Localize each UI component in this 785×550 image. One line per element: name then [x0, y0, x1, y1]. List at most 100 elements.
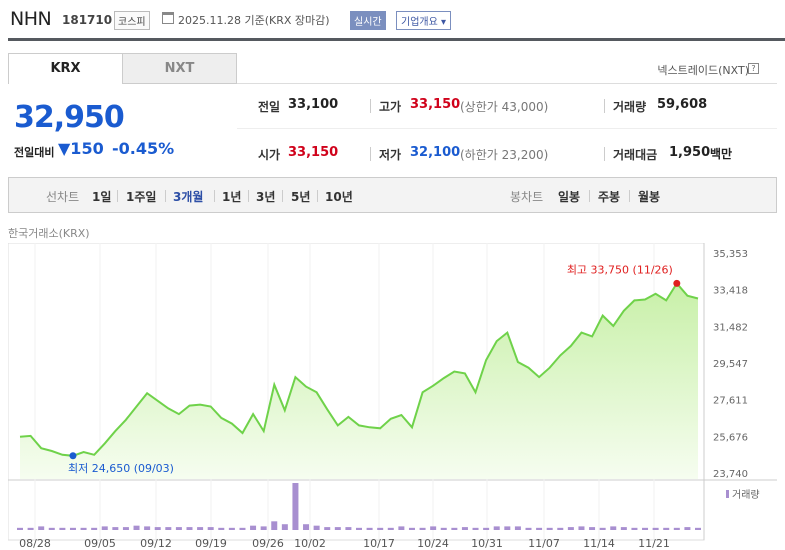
volume-bar — [17, 527, 23, 530]
volume-label: 거래량 — [613, 100, 647, 114]
volume-bar — [38, 526, 45, 530]
stock-code: 181710 — [62, 13, 113, 27]
help-icon[interactable]: ? — [748, 63, 759, 74]
y-tick-label: 25,676 — [713, 432, 748, 443]
volume-bar — [239, 527, 246, 530]
volume-bar — [451, 527, 458, 530]
period-3y[interactable]: 3년 — [256, 190, 276, 204]
y-tick-label: 35,353 — [713, 249, 748, 260]
volume-bar — [493, 526, 500, 530]
prev-close-label: 전일 — [258, 100, 281, 114]
calendar-icon — [162, 12, 174, 24]
volume-bar — [334, 527, 341, 530]
volume-bar — [271, 521, 278, 530]
divider — [589, 190, 590, 202]
volume-bar — [218, 527, 225, 530]
quote-row-divider — [237, 128, 777, 129]
x-tick-label: 10/31 — [471, 537, 503, 550]
volume-bar — [387, 527, 394, 530]
volume-bar — [673, 527, 680, 530]
volume-bar — [303, 524, 310, 530]
volume-bar — [525, 527, 532, 530]
nxt-link[interactable]: 넥스트레이드(NXT) — [657, 64, 749, 77]
volume-bar — [313, 525, 320, 530]
exchange-label: 한국거래소(KRX) — [8, 227, 90, 240]
high-marker — [673, 279, 681, 287]
divider — [370, 99, 371, 113]
volume-bar — [366, 527, 373, 530]
x-tick-label: 09/05 — [84, 537, 116, 550]
volume-bar — [175, 527, 182, 530]
low-value: 32,100 — [410, 145, 461, 160]
volume-bar — [154, 527, 161, 530]
volume-bar — [610, 526, 617, 530]
divider — [117, 190, 118, 202]
x-tick-label: 09/12 — [140, 537, 172, 550]
low-marker — [69, 452, 77, 460]
volume-bar — [91, 527, 98, 530]
low-label: 저가 — [379, 148, 402, 162]
tab-krx[interactable]: KRX — [8, 53, 123, 84]
date-text: 2025.11.28 기준(KRX 장마감) — [178, 14, 330, 27]
y-tick-label: 29,547 — [713, 359, 748, 370]
current-price: 32,950 — [14, 100, 125, 135]
x-tick-label: 11/14 — [583, 537, 615, 550]
volume-bar — [652, 527, 659, 530]
header-divider — [8, 38, 785, 41]
volume-bar — [684, 527, 691, 530]
volume-bar — [133, 525, 140, 530]
period-1w[interactable]: 1주일 — [126, 190, 157, 204]
volume-bar — [27, 527, 34, 530]
x-tick-label: 11/21 — [638, 537, 670, 550]
volume-bar — [408, 527, 415, 530]
candle-daily[interactable]: 일봉 — [558, 190, 581, 204]
volume-bar — [663, 527, 670, 530]
candle-monthly[interactable]: 월봉 — [638, 190, 661, 204]
volume-bar — [398, 526, 405, 530]
volume-bar — [112, 527, 119, 530]
volume-legend: 거래량 — [732, 489, 760, 501]
volume-bar — [250, 525, 257, 530]
volume-bar — [631, 527, 638, 530]
live-button[interactable]: 실시간 — [350, 11, 386, 30]
volume-bar — [546, 527, 553, 530]
volume-bar — [695, 527, 701, 530]
volume-bar — [472, 527, 479, 530]
volume-bar — [483, 527, 490, 530]
period-1d[interactable]: 1일 — [92, 190, 112, 204]
volume-bar — [461, 527, 468, 530]
divider — [604, 147, 605, 161]
divider — [214, 190, 215, 202]
amount-label: 거래대금 — [613, 148, 658, 162]
corp-overview-button[interactable]: 기업개요 ▾ — [396, 11, 451, 30]
divider — [370, 147, 371, 161]
x-tick-label: 10/02 — [294, 537, 326, 550]
volume-bar — [345, 527, 352, 530]
volume-bar — [59, 527, 66, 530]
volume-bar — [642, 527, 649, 530]
open-label: 시가 — [258, 148, 281, 162]
period-5y[interactable]: 5년 — [291, 190, 311, 204]
volume-bar — [377, 527, 384, 530]
line-chart-label: 선차트 — [46, 190, 80, 204]
volume-bar — [260, 526, 267, 530]
volume-bar — [589, 527, 596, 530]
price-chart[interactable]: 35,353 33,418 31,482 29,547 27,611 25,676 23,7… — [8, 243, 777, 550]
volume-bar — [228, 527, 235, 530]
volume-bar — [207, 527, 214, 530]
x-tick-label: 10/17 — [363, 537, 395, 550]
volume-bar — [144, 526, 151, 530]
period-3m[interactable]: 3개월 — [173, 190, 204, 204]
volume-bar — [101, 526, 108, 530]
tab-nxt[interactable]: NXT — [122, 53, 237, 84]
amount-value: 1,950 — [669, 145, 711, 160]
period-1y[interactable]: 1년 — [222, 190, 242, 204]
lower-limit: (하한가 23,200) — [460, 148, 549, 162]
candle-weekly[interactable]: 주봉 — [598, 190, 621, 204]
x-tick-label: 08/28 — [19, 537, 51, 550]
high-annotation: 최고 33,750 (11/26) — [567, 263, 673, 276]
volume-bar — [122, 527, 129, 530]
period-10y[interactable]: 10년 — [325, 190, 353, 204]
prev-close-value: 33,100 — [288, 97, 339, 112]
volume-bar — [281, 524, 288, 530]
